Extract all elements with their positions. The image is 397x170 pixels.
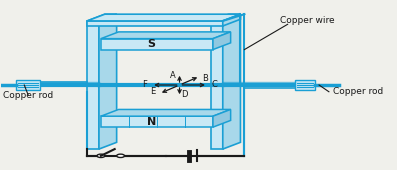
Text: Copper rod: Copper rod	[333, 87, 383, 96]
Polygon shape	[87, 14, 117, 21]
Polygon shape	[87, 14, 241, 21]
Text: C: C	[211, 81, 217, 89]
Text: B: B	[202, 74, 208, 83]
Text: A: A	[170, 71, 175, 80]
Text: F: F	[142, 81, 146, 89]
Polygon shape	[223, 14, 241, 26]
Polygon shape	[211, 14, 241, 21]
Polygon shape	[101, 39, 213, 50]
Text: Copper rod: Copper rod	[3, 91, 53, 100]
Polygon shape	[87, 21, 99, 149]
Text: N: N	[147, 117, 156, 127]
Polygon shape	[211, 21, 223, 149]
Polygon shape	[295, 80, 315, 90]
Text: Copper wire: Copper wire	[280, 16, 334, 26]
Circle shape	[97, 154, 105, 157]
Polygon shape	[213, 109, 231, 127]
Circle shape	[117, 154, 125, 157]
Polygon shape	[101, 32, 231, 39]
Text: D: D	[181, 90, 187, 99]
Polygon shape	[101, 116, 213, 127]
Polygon shape	[99, 14, 117, 149]
Text: E: E	[150, 87, 156, 96]
Polygon shape	[213, 32, 231, 50]
Polygon shape	[87, 21, 223, 26]
Polygon shape	[16, 80, 40, 90]
Polygon shape	[223, 14, 241, 149]
Polygon shape	[101, 109, 231, 116]
Text: S: S	[147, 39, 155, 49]
